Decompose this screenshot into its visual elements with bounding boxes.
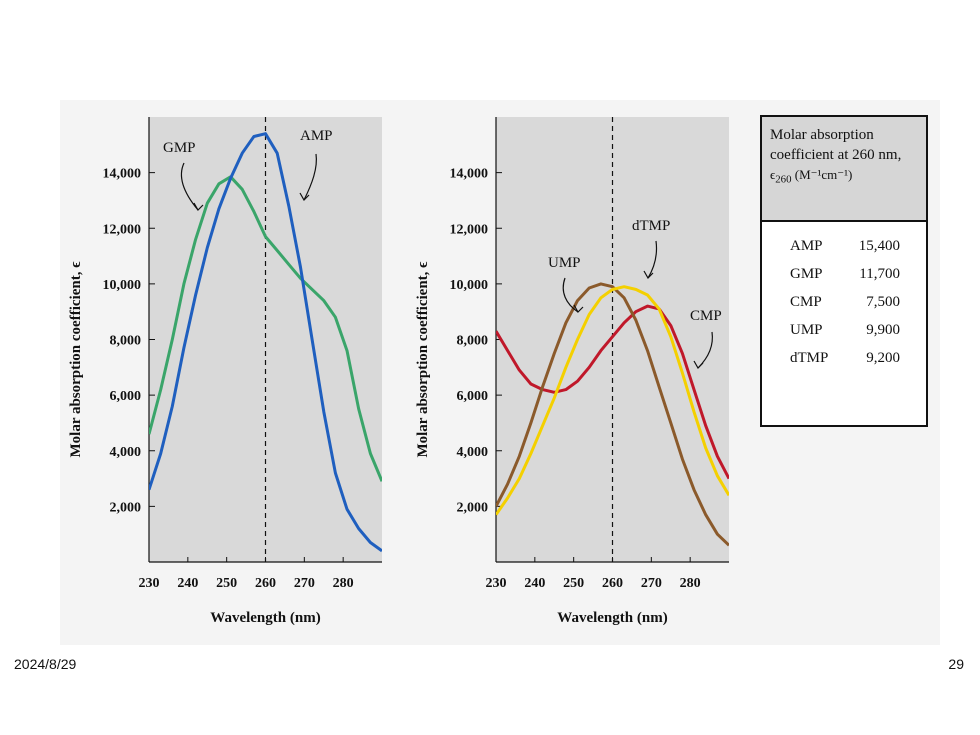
y-tick-label: 10,000 xyxy=(450,278,489,293)
series-line-cmp xyxy=(496,304,729,480)
x-axis-label: Wavelength (nm) xyxy=(557,610,667,626)
table-row: dTMP 9,200 xyxy=(790,350,926,378)
x-tick-label: 250 xyxy=(563,576,584,591)
series-line-amp xyxy=(149,132,382,553)
footer-page-number: 29 xyxy=(948,656,964,672)
annotation-arrowhead-dtmp xyxy=(643,270,654,279)
y-tick-label: 6,000 xyxy=(110,389,142,404)
charts-svg: 2,000 4,000 6,000 8,000 10,000 12,000 14,000 23… xyxy=(68,117,729,626)
table-header-symbol: ϵ xyxy=(770,167,776,182)
table-header-sub: 260 xyxy=(775,173,792,186)
table-cell-value: 15,400 xyxy=(858,238,900,254)
chart-1: 2,000 4,000 6,000 8,000 10,000 12,000 14,000 23… xyxy=(68,117,382,626)
table-header-units: (M⁻¹cm⁻¹) xyxy=(791,167,853,182)
x-tick-label: 270 xyxy=(641,576,662,591)
x-tick-label: 240 xyxy=(177,576,198,591)
annotation-arrow-amp xyxy=(303,153,317,201)
x-tick-label: 280 xyxy=(680,576,701,591)
annotation-label-amp: AMP xyxy=(300,128,333,144)
table-header-line2: coefficient at 260 nm, xyxy=(770,147,902,163)
annotation-arrow-dtmp xyxy=(647,240,658,279)
absorption-table: Molar absorption coefficient at 260 nm, … xyxy=(760,115,928,427)
y-tick-label: 8,000 xyxy=(110,334,142,349)
series-line-dtmp xyxy=(496,285,729,516)
y-tick-label: 12,000 xyxy=(450,222,489,237)
table-body: AMP 15,400 GMP 11,700 CMP 7,500 UMP 9,900 dT… xyxy=(762,222,926,378)
table-cell-name: UMP xyxy=(790,322,823,338)
table-cell-value: 11,700 xyxy=(859,266,900,282)
y-axis-label: Molar absorption coefficient, ϵ xyxy=(68,261,84,458)
y-tick-label: 10,000 xyxy=(103,278,142,293)
table-row: CMP 7,500 xyxy=(790,294,926,322)
y-axis-label: Molar absorption coefficient, ϵ xyxy=(415,261,431,458)
annotation-label-dtmp: dTMP xyxy=(632,218,670,234)
table-row: AMP 15,400 xyxy=(790,238,926,266)
table-cell-name: AMP xyxy=(790,238,823,254)
table-cell-value: 7,500 xyxy=(866,294,900,310)
table-cell-name: GMP xyxy=(790,266,823,282)
annotation-arrowhead-amp xyxy=(299,192,310,201)
y-tick-label: 2,000 xyxy=(457,500,489,515)
x-tick-label: 240 xyxy=(524,576,545,591)
annotation-label-ump: UMP xyxy=(548,255,581,271)
x-tick-label: 260 xyxy=(255,576,276,591)
y-tick-label: 14,000 xyxy=(450,167,489,182)
table-row: UMP 9,900 xyxy=(790,322,926,350)
x-tick-label: 260 xyxy=(602,576,623,591)
y-tick-label: 4,000 xyxy=(110,445,142,460)
y-tick-label: 12,000 xyxy=(103,222,142,237)
table-cell-name: CMP xyxy=(790,294,822,310)
annotation-arrow-ump xyxy=(562,277,579,313)
x-tick-label: 250 xyxy=(216,576,237,591)
y-tick-label: 4,000 xyxy=(457,445,489,460)
table-cell-value: 9,200 xyxy=(866,350,900,366)
x-tick-label: 230 xyxy=(139,576,160,591)
x-axis-label: Wavelength (nm) xyxy=(210,610,320,626)
series-line-gmp xyxy=(149,175,382,482)
annotation-arrowhead-cmp xyxy=(693,360,704,369)
table-header-units-row: ϵ260 (M⁻¹cm⁻¹) xyxy=(770,165,918,190)
x-tick-label: 270 xyxy=(294,576,315,591)
table-cell-name: dTMP xyxy=(790,350,829,366)
table-header-line1: Molar absorption xyxy=(770,127,874,143)
chart-2: 2,000 4,000 6,000 8,000 10,000 12,000 14,000 23… xyxy=(415,117,729,626)
footer-date: 2024/8/29 xyxy=(14,656,77,672)
y-tick-label: 14,000 xyxy=(103,167,142,182)
annotation-arrowhead-ump xyxy=(573,304,584,313)
annotation-arrowhead-gmp xyxy=(193,202,204,211)
annotation-label-cmp: CMP xyxy=(690,308,722,324)
table-row: GMP 11,700 xyxy=(790,266,926,294)
annotation-label-gmp: GMP xyxy=(163,140,196,156)
y-tick-label: 6,000 xyxy=(457,389,489,404)
table-cell-value: 9,900 xyxy=(866,322,900,338)
x-tick-label: 230 xyxy=(486,576,507,591)
table-header: Molar absorption coefficient at 260 nm, … xyxy=(762,117,926,222)
y-tick-label: 8,000 xyxy=(457,334,489,349)
y-tick-label: 2,000 xyxy=(110,500,142,515)
annotation-arrow-gmp xyxy=(180,162,199,211)
series-line-ump xyxy=(496,282,729,547)
x-tick-label: 280 xyxy=(333,576,354,591)
